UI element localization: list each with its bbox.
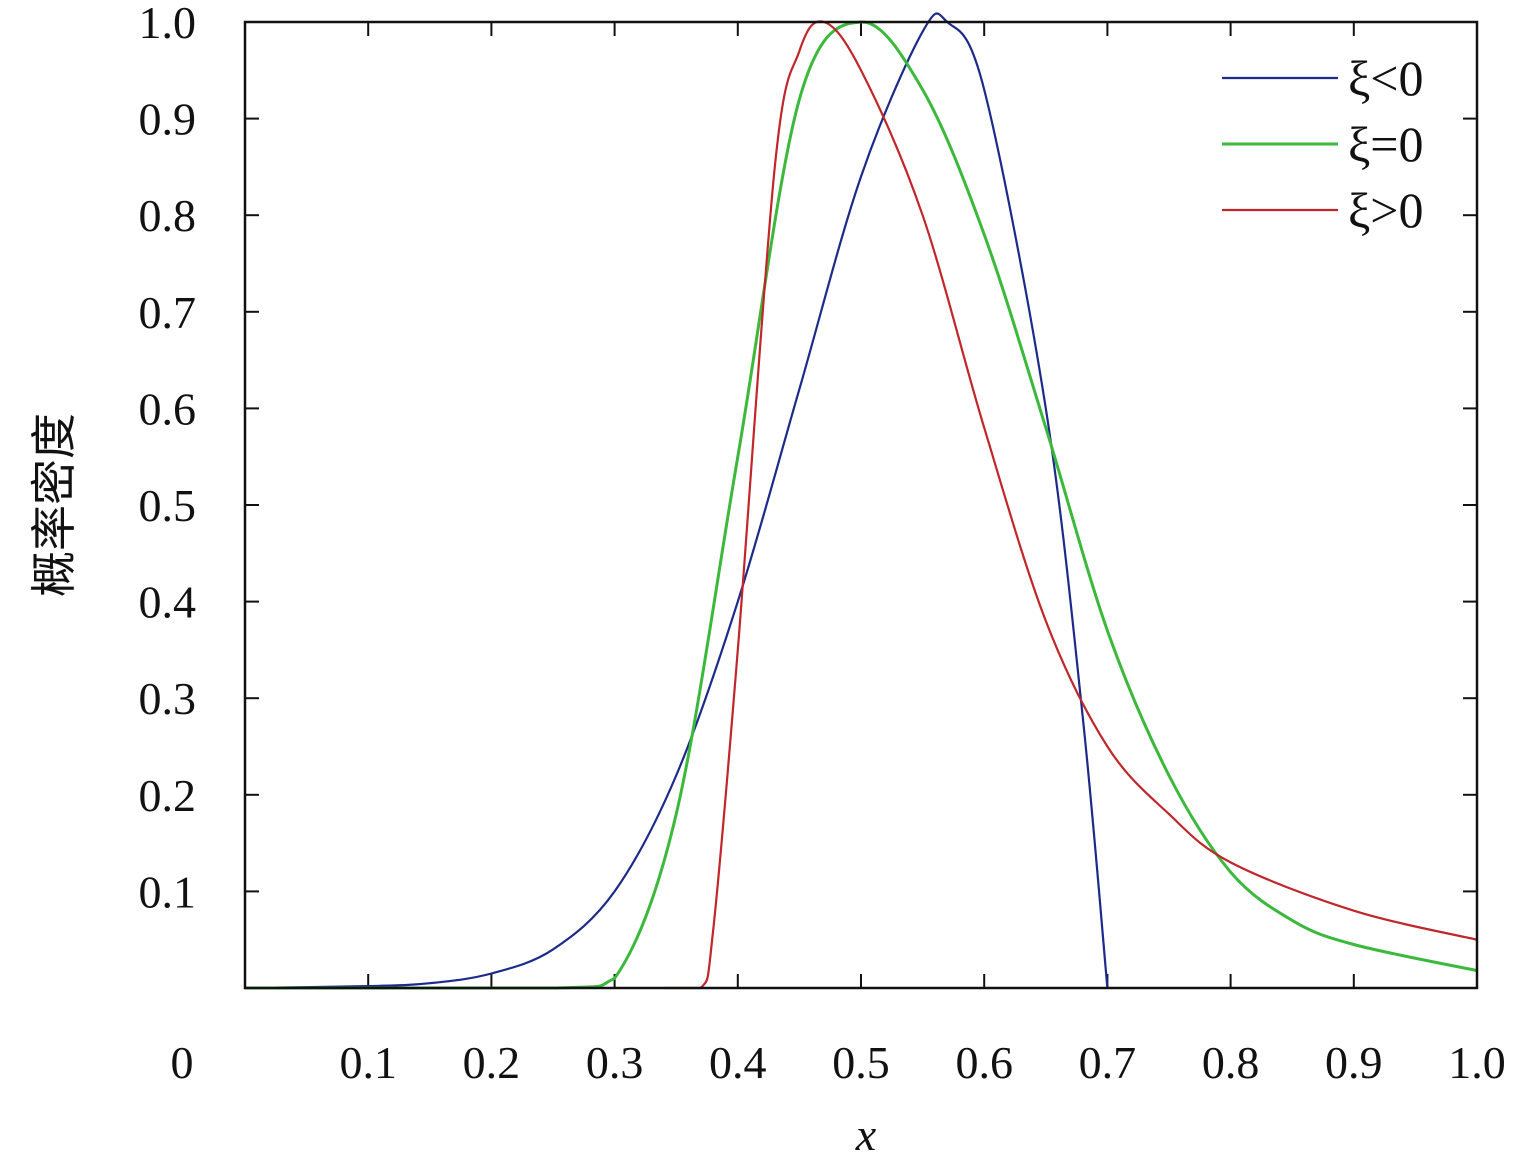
x-axis-title: x	[855, 1109, 877, 1157]
series-layer	[244, 12, 1478, 990]
y-tick-label: 0.9	[139, 94, 197, 145]
y-tick-label: 0.3	[139, 673, 197, 724]
x-tick-label: 0.7	[1079, 1037, 1137, 1088]
x-tick-label: 0.3	[586, 1037, 644, 1088]
y-axis-title: 概率密度	[29, 413, 80, 597]
x-tick-label: 0.5	[832, 1037, 890, 1088]
y-tick-label: 0.6	[139, 383, 197, 434]
x-tick-labels: 0 0.1 0.2 0.3 0.4 0.5 0.6 0.7 0.8 0.9 1.0	[171, 1037, 1506, 1088]
x-tick-label: 0.2	[463, 1037, 521, 1088]
x-tick-label: 0.9	[1325, 1037, 1383, 1088]
x-tick-label: 1.0	[1448, 1037, 1506, 1088]
x-tick-label: 0.4	[709, 1037, 767, 1088]
x-tick-label: 0	[171, 1037, 194, 1088]
y-tick-label: 0.7	[139, 287, 197, 338]
y-tick-labels: 0.1 0.2 0.3 0.4 0.5 0.6 0.7 0.8 0.9 1.0	[139, 0, 197, 917]
x-tick-label: 0.1	[339, 1037, 397, 1088]
y-tick-label: 0.4	[139, 577, 197, 628]
x-tick-label: 0.6	[955, 1037, 1013, 1088]
series-line-3	[663, 20, 1478, 990]
y-tick-label: 0.2	[139, 770, 197, 821]
y-tick-label: 1.0	[139, 0, 197, 48]
y-tick-label: 0.8	[139, 190, 197, 241]
y-tick-label: 0.5	[139, 480, 197, 531]
legend-label: ξ>0	[1348, 182, 1424, 238]
x-tick-label: 0.8	[1202, 1037, 1260, 1088]
legend-label: ξ=0	[1348, 116, 1424, 172]
legend: ξ<0 ξ=0 ξ>0	[1222, 50, 1424, 238]
legend-label: ξ<0	[1348, 50, 1424, 106]
y-tick-label: 0.1	[139, 866, 197, 917]
plot-frame	[243, 20, 1479, 990]
series-line-2	[245, 20, 1478, 990]
